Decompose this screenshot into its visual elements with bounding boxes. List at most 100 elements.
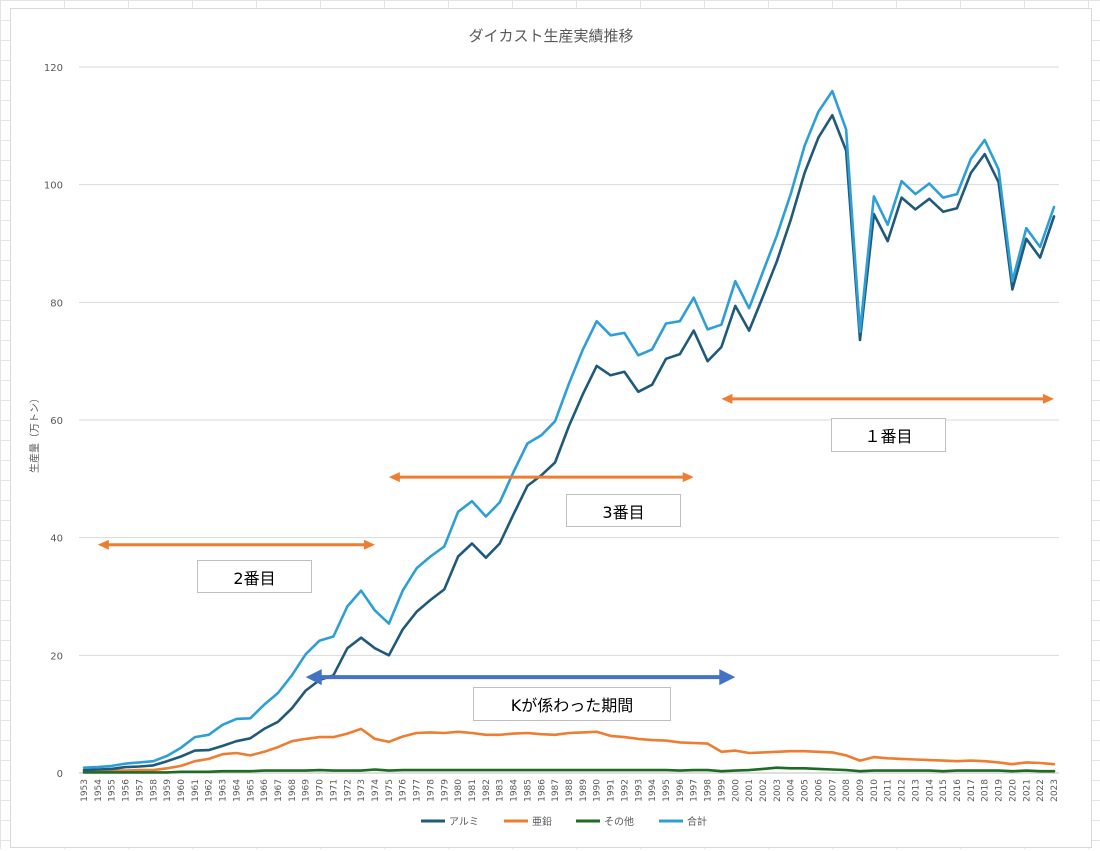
x-tick-label: 2013 xyxy=(911,779,921,802)
x-tick-label: 1959 xyxy=(163,779,173,802)
x-tick-label: 1965 xyxy=(246,779,256,802)
x-tick-labels: 1953 1954 1955 1956 1957 1958 1959 1960 1961 1962… xyxy=(80,779,1060,802)
x-tick-label: 1968 xyxy=(288,779,298,802)
x-tick-label: 1973 xyxy=(357,779,367,802)
x-tick-label: 1987 xyxy=(551,779,561,802)
x-tick-label: 1953 xyxy=(80,779,90,802)
legend-item-3[interactable]: 合計 xyxy=(659,815,707,828)
arrow-head-right xyxy=(364,539,375,550)
x-tick-label: 2001 xyxy=(745,779,755,802)
x-tick-label: 2018 xyxy=(981,779,991,802)
annotation-label-2nd: 2番目 xyxy=(233,568,276,588)
x-tick-label: 1982 xyxy=(482,779,492,802)
x-tick-label: 1997 xyxy=(690,779,700,802)
x-tick-label: 2014 xyxy=(925,779,935,802)
x-tick-label: 1967 xyxy=(274,779,284,802)
x-tick-label: 1961 xyxy=(191,779,201,802)
x-tick-label: 1956 xyxy=(122,779,132,802)
annotation-arrow-3 xyxy=(305,669,736,686)
x-tick-label: 2005 xyxy=(801,779,811,802)
x-tick-label: 2006 xyxy=(814,779,824,802)
x-tick-label: 1962 xyxy=(205,779,215,802)
y-tick-label: 120 xyxy=(44,63,63,74)
x-tick-label: 2011 xyxy=(884,779,894,802)
annotation-arrow-1 xyxy=(388,472,694,483)
legend[interactable]: アルミ 亜鉛 その他 合計 xyxy=(421,815,707,828)
annotation-label-1st: １番目 xyxy=(864,427,913,446)
series-line-2 xyxy=(82,766,1056,774)
x-tick-label: 2002 xyxy=(759,779,769,802)
x-tick-label: 2021 xyxy=(1022,779,1032,802)
x-tick-label: 1996 xyxy=(676,779,686,802)
annotation-arrows xyxy=(97,393,1054,686)
x-tick-label: 1954 xyxy=(94,779,104,802)
arrow-head-right xyxy=(682,472,694,483)
x-tick-label: 1980 xyxy=(454,779,464,802)
x-tick-label: 1990 xyxy=(593,779,603,802)
annotation-box-k-period[interactable]: Kが係わった期間 xyxy=(473,687,671,721)
y-tick-label: 60 xyxy=(50,416,63,427)
x-tick-label: 2007 xyxy=(828,779,838,802)
y-axis-label: 生産量（万トン） xyxy=(28,393,41,473)
chart-title: ダイカスト生産実績推移 xyxy=(468,27,633,45)
x-tick-label: 1983 xyxy=(496,779,506,802)
x-tick-label: 2017 xyxy=(967,779,977,802)
x-tick-label: 1958 xyxy=(149,779,159,802)
x-tick-label: 2022 xyxy=(1036,779,1046,802)
x-tick-label: 2012 xyxy=(898,779,908,802)
x-tick-label: 1966 xyxy=(260,779,270,802)
series-line-0 xyxy=(82,113,1056,772)
x-tick-label: 2009 xyxy=(856,779,866,802)
legend-label: 合計 xyxy=(687,815,707,828)
arrow-head-left xyxy=(388,472,400,483)
x-tick-label: 2008 xyxy=(842,779,852,802)
legend-item-0[interactable]: アルミ xyxy=(421,817,479,828)
x-tick-label: 1976 xyxy=(399,779,409,802)
x-tick-label: 1975 xyxy=(385,779,395,802)
x-tick-label: 1964 xyxy=(232,779,242,802)
x-tick-label: 1994 xyxy=(648,779,658,802)
x-tick-label: 1969 xyxy=(302,779,312,802)
x-tick-label: 2015 xyxy=(939,779,949,802)
x-tick-label: 1960 xyxy=(177,779,187,802)
x-tick-label: 2019 xyxy=(995,779,1005,802)
annotation-label-k-period: Kが係わった期間 xyxy=(510,696,634,715)
x-tick-label: 1985 xyxy=(523,779,533,802)
x-tick-label: 1991 xyxy=(607,779,617,802)
y-tick-labels: 0 20 40 60 80 100 120 xyxy=(44,63,63,780)
x-tick-label: 1998 xyxy=(704,779,714,802)
x-tick-label: 1970 xyxy=(316,779,326,802)
annotation-box-1st[interactable]: １番目 xyxy=(831,418,946,452)
arrow-head-right xyxy=(719,669,736,686)
legend-item-1[interactable]: 亜鉛 xyxy=(504,815,552,828)
x-tick-label: 1984 xyxy=(510,779,520,802)
series-line-3 xyxy=(82,89,1056,770)
legend-label: その他 xyxy=(604,815,634,828)
arrow-head-right xyxy=(1043,393,1054,404)
x-tick-label: 1979 xyxy=(440,779,450,802)
x-tick-label: 1971 xyxy=(329,779,339,802)
x-tick-label: 1993 xyxy=(634,779,644,802)
x-tick-label: 2020 xyxy=(1008,779,1018,802)
annotation-box-3rd[interactable]: 3番目 xyxy=(566,494,681,527)
x-tick-label: 2003 xyxy=(773,779,783,802)
x-tick-label: 1957 xyxy=(135,779,145,802)
x-tick-label: 1977 xyxy=(413,779,423,802)
annotation-arrow-0 xyxy=(721,393,1054,404)
series-line-1 xyxy=(82,727,1056,773)
y-tick-label: 0 xyxy=(57,769,63,780)
legend-label: アルミ xyxy=(449,817,479,828)
annotation-box-2nd[interactable]: 2番目 xyxy=(197,560,312,593)
y-tick-label: 20 xyxy=(50,651,63,662)
x-tick-label: 2000 xyxy=(731,779,741,802)
x-tick-label: 1974 xyxy=(371,779,381,802)
x-tick-label: 1988 xyxy=(565,779,575,802)
chart-svg: ダイカスト生産実績推移 0 20 40 60 80 100 120 1953 1954 1955… xyxy=(28,27,1060,828)
legend-item-2[interactable]: その他 xyxy=(576,815,634,828)
chart-area[interactable]: ダイカスト生産実績推移 0 20 40 60 80 100 120 1953 1954 1955… xyxy=(10,8,1092,848)
x-tick-label: 1992 xyxy=(620,779,630,802)
x-tick-label: 2004 xyxy=(787,779,797,802)
arrow-head-left xyxy=(305,669,322,686)
x-tick-label: 1995 xyxy=(662,779,672,802)
